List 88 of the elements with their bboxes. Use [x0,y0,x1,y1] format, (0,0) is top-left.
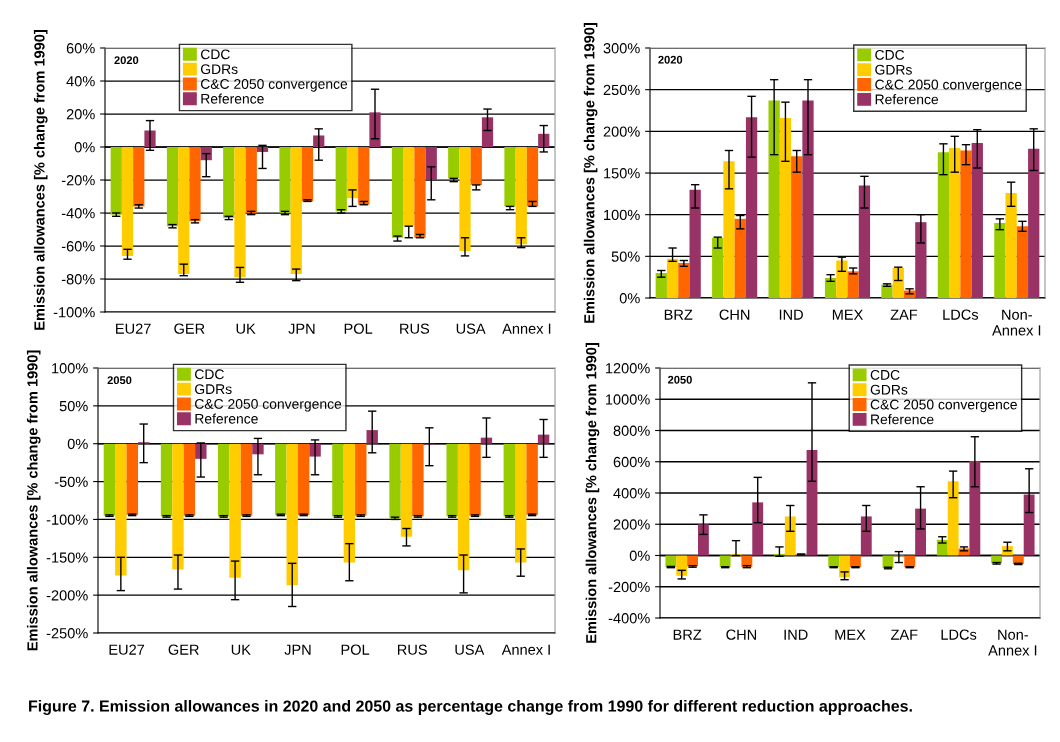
caption: Figure 7. Emission allowances in 2020 and 2050 as percentage change from 1990 for different reduction approaches. [29,700,912,715]
y-tick-label: 50% [611,251,640,262]
legend-label: CDC [870,369,900,380]
x-tick-label: MEX [832,309,863,320]
legend-label: CDC [875,49,905,60]
y-tick-label: 250% [603,84,640,96]
x-tick-label: RUS [400,323,430,334]
x-tick-label: JPN [288,323,315,334]
legend-label: GDRs [195,384,232,395]
x-tick-label: CHN [726,629,757,640]
legend-label: GDRs [875,64,912,75]
x-tick-label: MEX [835,629,866,640]
y-tick-label: -40% [61,208,95,219]
y-tick-label: 400% [613,488,650,499]
y-tick-label: -250% [46,628,88,639]
legend-label: CDC [195,369,224,380]
y-axis-title: Emission allowances [% change from 1990] [583,23,598,323]
x-tick-label: Non- Annex I [988,629,1037,656]
legend-label: Reference [201,93,264,104]
x-tick-label: ZAF [890,629,918,640]
x-tick-label: UK [231,644,251,655]
x-tick-label: GER [168,644,199,655]
y-tick-label: 800% [613,425,650,436]
y-tick-label: 200% [603,126,640,137]
x-tick-label: IND [784,629,808,640]
legend-label: C&C 2050 convergence [870,399,1017,413]
y-tick-label: -400% [608,613,650,624]
x-tick-label: USA [455,644,485,655]
x-tick-label: Annex I [502,323,551,334]
y-tick-label: 100% [52,363,88,374]
annotation: 2020 [114,56,139,65]
x-tick-label: ZAF [890,309,918,320]
y-tick-label: 0% [67,438,88,450]
y-tick-label: -60% [61,241,95,252]
y-axis-title: Emission allowances [% change from 1990] [585,343,600,643]
annotation: 2020 [658,55,683,64]
y-axis-title: Emission allowances [% change from 1990] [33,30,48,330]
x-tick-label: LDCs [943,309,979,320]
y-tick-label: -200% [608,581,650,593]
y-tick-label: 600% [613,456,650,468]
x-tick-label: USA [456,323,486,334]
x-tick-label: CHN [719,309,750,320]
x-tick-label: UK [236,323,256,334]
y-tick-label: 0% [619,293,640,304]
y-tick-label: 50% [59,400,88,412]
y-tick-label: 1200% [605,363,650,374]
legend-label: GDRs [870,384,908,395]
legend-label: C&C 2050 convergence [200,79,348,92]
annotation: 2050 [107,376,132,385]
x-tick-label: LDCs [941,629,977,640]
y-tick-label: 20% [66,109,95,120]
x-tick-label: POL [341,644,370,655]
y-axis-title: Emission allowances [% change from 1990] [26,350,41,651]
y-tick-label: 200% [613,519,650,530]
x-tick-label: BRZ [673,629,702,640]
x-tick-label: POL [344,323,373,334]
y-tick-label: -150% [46,552,88,563]
y-tick-label: -50% [54,476,88,487]
y-tick-label: -20% [61,175,95,186]
x-tick-label: IND [779,309,803,320]
y-tick-label: 0% [629,550,650,561]
legend-label: Reference [875,94,939,105]
legend-label: CDC [200,49,230,60]
x-tick-label: EU27 [116,323,151,334]
y-tick-label: -100% [53,307,95,318]
y-tick-label: 150% [604,168,640,179]
x-tick-label: JPN [284,644,311,655]
x-tick-label: BRZ [664,309,693,320]
x-tick-label: Annex I [501,644,550,655]
legend-label: C&C 2050 convergence [195,399,342,412]
legend-label: C&C 2050 convergence [875,79,1022,93]
x-tick-label: EU27 [109,644,145,655]
y-tick-label: 100% [604,209,640,221]
y-tick-label: 1000% [605,394,650,405]
y-tick-label: 60% [66,43,95,54]
x-tick-label: GER [174,323,205,334]
y-tick-label: 0% [74,142,95,153]
y-tick-label: 40% [66,76,95,87]
x-tick-label: Non- Annex I [992,309,1041,336]
annotation: 2050 [667,375,692,384]
legend-label: GDRs [200,64,238,75]
legend-label: Reference [195,413,258,424]
y-tick-label: -100% [46,514,88,525]
x-tick-label: RUS [397,644,427,655]
y-tick-label: 300% [603,43,640,54]
y-tick-label: -200% [46,590,88,601]
y-tick-label: -80% [61,274,95,285]
legend-label: Reference [871,414,934,425]
